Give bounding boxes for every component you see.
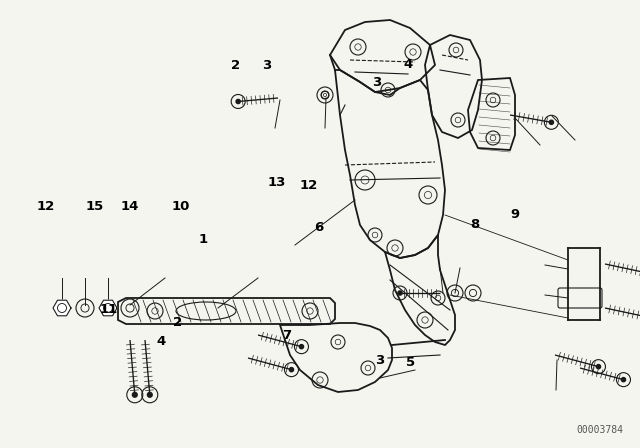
Polygon shape xyxy=(53,300,71,316)
Text: 14: 14 xyxy=(120,200,138,214)
Circle shape xyxy=(147,392,152,397)
Text: 3: 3 xyxy=(262,59,271,73)
Text: 00003784: 00003784 xyxy=(577,425,623,435)
Text: 2: 2 xyxy=(173,316,182,329)
Text: 12: 12 xyxy=(37,199,55,213)
Circle shape xyxy=(596,365,600,369)
Text: 8: 8 xyxy=(470,217,479,231)
Circle shape xyxy=(236,99,240,103)
Text: 4: 4 xyxy=(404,57,413,71)
Text: 15: 15 xyxy=(86,200,104,214)
Text: 7: 7 xyxy=(282,328,291,342)
Text: 11: 11 xyxy=(100,302,118,316)
Text: 1: 1 xyxy=(199,233,208,246)
Circle shape xyxy=(549,120,554,125)
Text: 12: 12 xyxy=(300,179,317,193)
Text: 3: 3 xyxy=(372,76,381,90)
Text: 10: 10 xyxy=(172,199,189,213)
Text: 4: 4 xyxy=(157,335,166,348)
Text: 13: 13 xyxy=(268,176,285,190)
Polygon shape xyxy=(99,300,117,316)
Circle shape xyxy=(398,291,402,295)
Text: 2: 2 xyxy=(231,59,240,73)
Circle shape xyxy=(289,367,294,372)
Text: 3: 3 xyxy=(375,354,384,367)
Text: 5: 5 xyxy=(406,356,415,370)
Circle shape xyxy=(621,378,625,382)
Text: 6: 6 xyxy=(314,221,323,234)
Circle shape xyxy=(132,392,137,397)
Circle shape xyxy=(300,345,303,349)
Text: 9: 9 xyxy=(511,207,520,221)
